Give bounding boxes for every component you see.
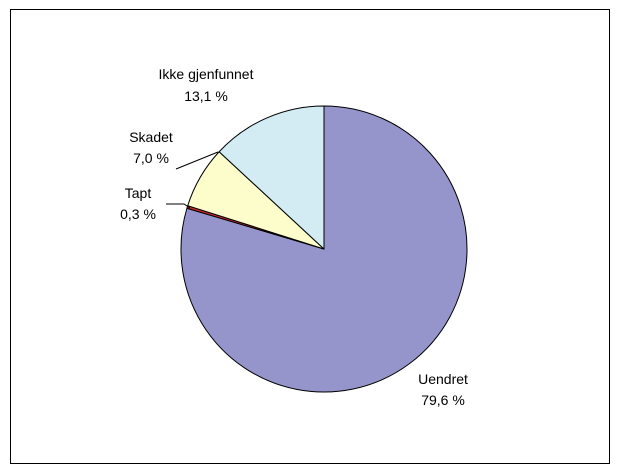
pie-slices bbox=[180, 105, 468, 393]
leader-line-skadet bbox=[175, 151, 219, 170]
leader-lines bbox=[166, 151, 219, 209]
leader-line-tapt bbox=[166, 203, 191, 209]
pie-slice-uendret bbox=[180, 105, 468, 393]
slice-label-tapt: Tapt bbox=[125, 185, 152, 201]
slice-label-ikke-gjenfunnet: Ikke gjenfunnet bbox=[159, 66, 254, 82]
slice-label-skadet: Skadet bbox=[129, 129, 173, 145]
slice-label-uendret: Uendret bbox=[418, 371, 468, 387]
slice-value-skadet: 7,0 % bbox=[133, 150, 169, 166]
slice-value-ikke-gjenfunnet: 13,1 % bbox=[184, 88, 228, 104]
slice-value-tapt: 0,3 % bbox=[120, 206, 156, 222]
pie-slice-ikke-gjenfunnet bbox=[218, 105, 325, 250]
slice-value-uendret: 79,6 % bbox=[421, 392, 465, 408]
